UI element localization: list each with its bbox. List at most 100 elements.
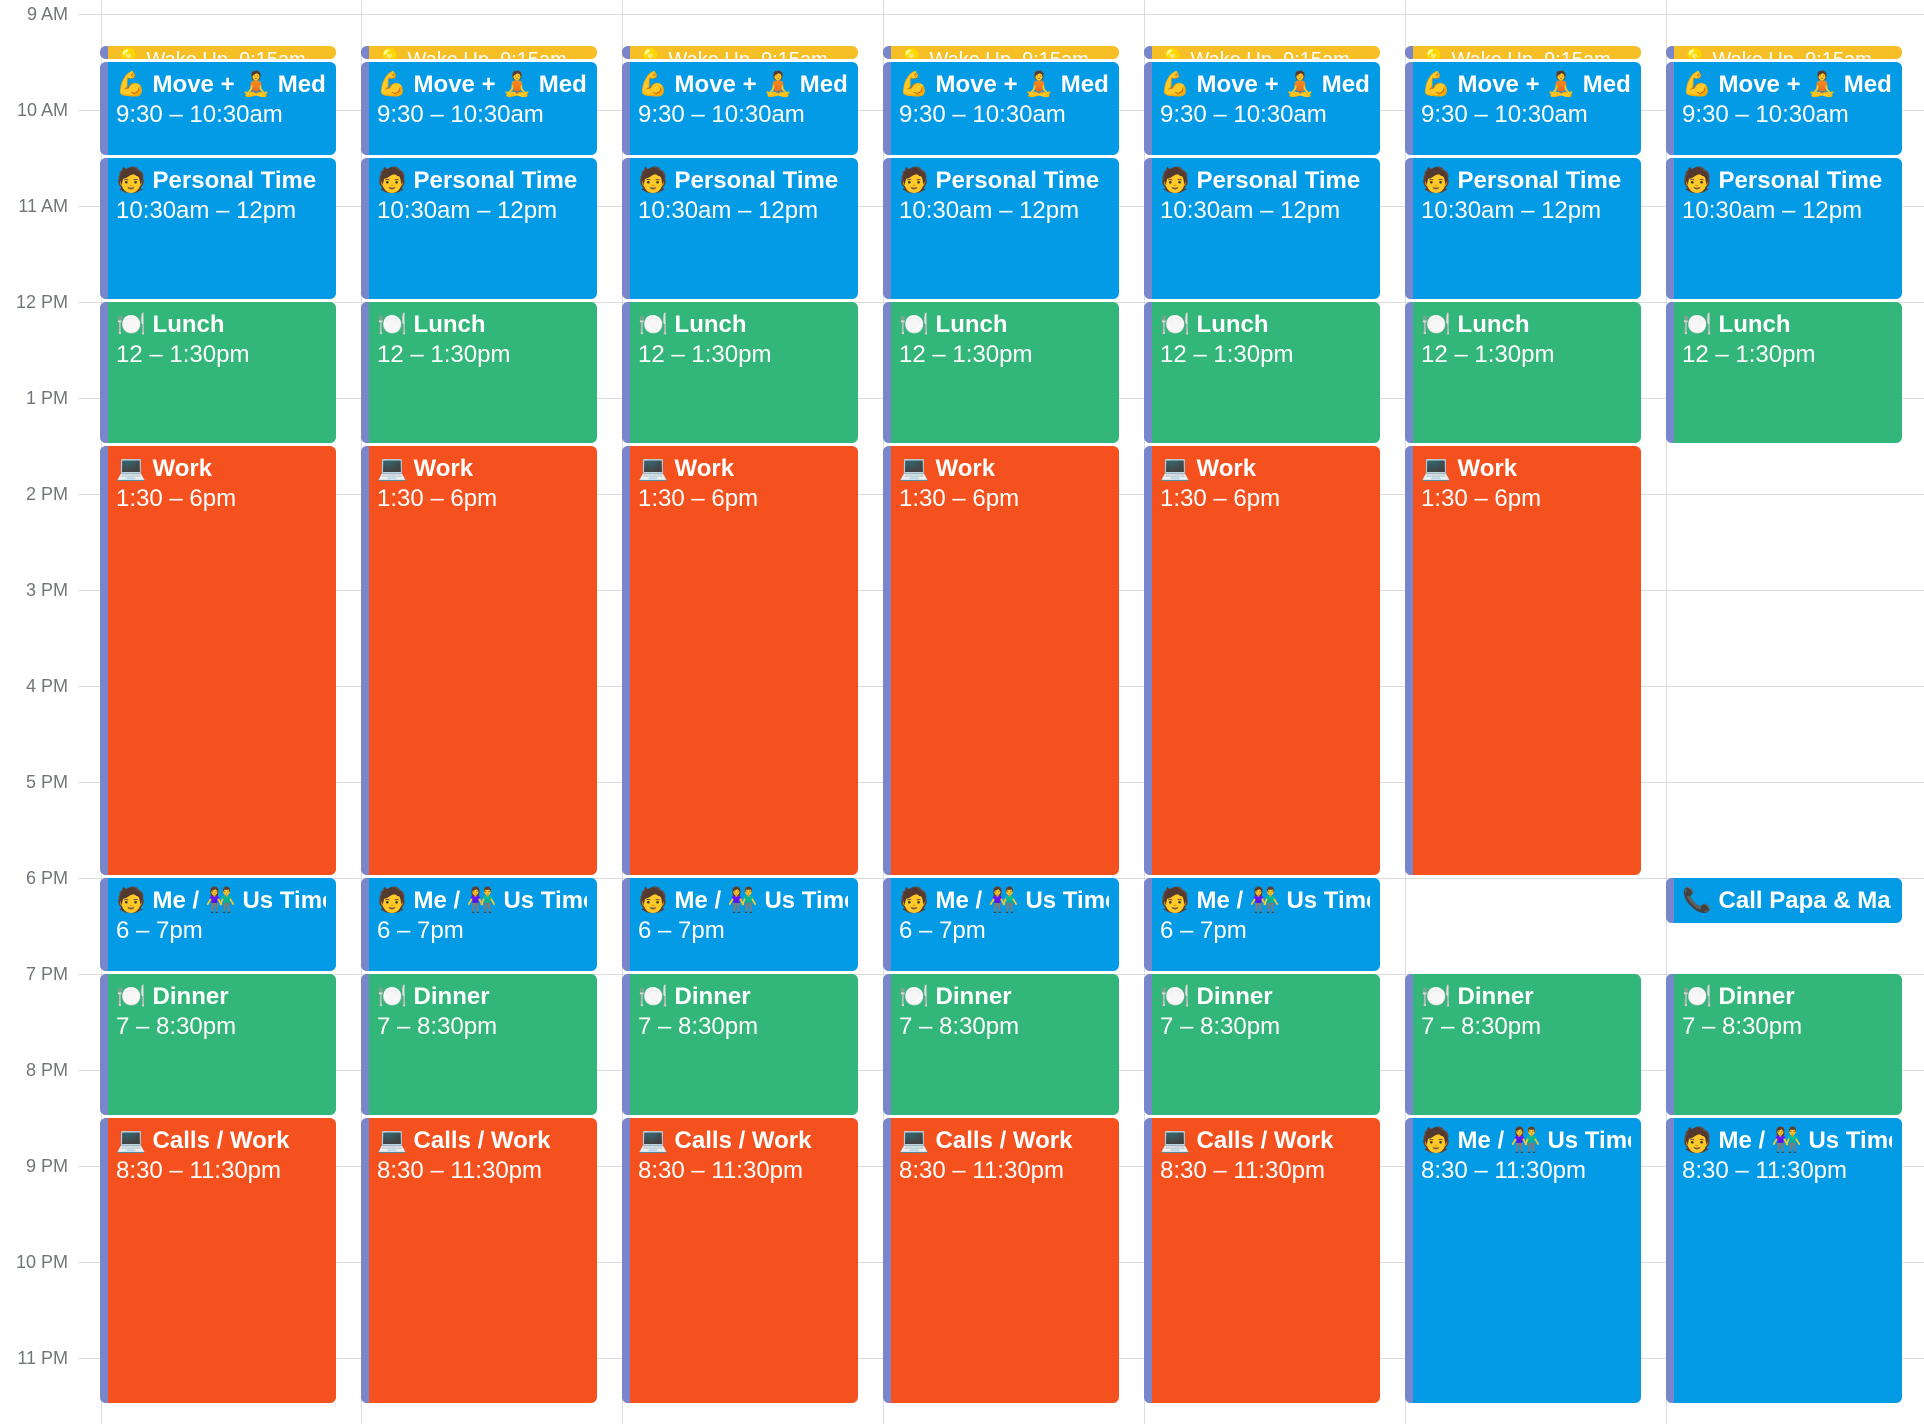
event-card[interactable]: 💻 Work 1:30 – 6pm	[622, 446, 858, 875]
event-card[interactable]: 🧑 Personal Time 10:30am – 12pm	[1405, 158, 1641, 299]
event-card[interactable]: 🧑 Me / 👫 Us Time 6 – 7pm	[1144, 878, 1380, 971]
event-time: 9:30 – 10:30am	[1160, 101, 1327, 128]
event-card[interactable]: 💻 Calls / Work 8:30 – 11:30pm	[622, 1118, 858, 1403]
event-title: 🍽️ Dinner	[377, 983, 490, 1010]
event-title: 💪 Move + 🧘 Meditate	[1160, 71, 1370, 98]
event-card[interactable]: 💡 Wake Up, 9:15am	[361, 46, 597, 59]
event-card[interactable]: 🍽️ Lunch 12 – 1:30pm	[100, 302, 336, 443]
event-card[interactable]: 🧑 Me / 👫 Us Time 6 – 7pm	[361, 878, 597, 971]
event-card[interactable]: 💡 Wake Up, 9:15am	[883, 46, 1119, 59]
event-card[interactable]: 🧑 Personal Time 10:30am – 12pm	[622, 158, 858, 299]
event-title: 💻 Work	[899, 455, 996, 482]
event-card[interactable]: 💻 Work 1:30 – 6pm	[361, 446, 597, 875]
event-card[interactable]: 🍽️ Dinner 7 – 8:30pm	[1666, 974, 1902, 1115]
event-card[interactable]: 🍽️ Lunch 12 – 1:30pm	[361, 302, 597, 443]
event-time: 8:30 – 11:30pm	[1682, 1157, 1848, 1184]
event-title: 🍽️ Lunch	[377, 311, 486, 338]
event-card[interactable]: 🧑 Personal Time 10:30am – 12pm	[100, 158, 336, 299]
event-time: , 9:15am	[750, 49, 828, 59]
event-title: 💻 Work	[1160, 455, 1257, 482]
event-card[interactable]: 🍽️ Lunch 12 – 1:30pm	[883, 302, 1119, 443]
event-card[interactable]: 💻 Work 1:30 – 6pm	[1405, 446, 1641, 875]
event-card[interactable]: 🍽️ Lunch 12 – 1:30pm	[1666, 302, 1902, 443]
event-card[interactable]: 💡 Wake Up, 9:15am	[1405, 46, 1641, 59]
event-card[interactable]: 💻 Work 1:30 – 6pm	[100, 446, 336, 875]
event-title: 🍽️ Dinner	[899, 983, 1012, 1010]
event-card[interactable]: 💻 Work 1:30 – 6pm	[883, 446, 1119, 875]
event-card[interactable]: 🧑 Personal Time 10:30am – 12pm	[883, 158, 1119, 299]
event-title: 💪 Move + 🧘 Meditate	[116, 71, 326, 98]
event-title: 🍽️ Lunch	[1421, 311, 1530, 338]
event-card[interactable]: 💻 Work 1:30 – 6pm	[1144, 446, 1380, 875]
event-card[interactable]: 💡 Wake Up, 9:15am	[622, 46, 858, 59]
event-card[interactable]: 💻 Calls / Work 8:30 – 11:30pm	[1144, 1118, 1380, 1403]
event-card[interactable]: 💪 Move + 🧘 Meditate 9:30 – 10:30am	[1144, 62, 1380, 155]
event-card[interactable]: 💪 Move + 🧘 Meditate 9:30 – 10:30am	[622, 62, 858, 155]
event-title: 💻 Work	[638, 455, 735, 482]
event-time: , 9:15am	[489, 49, 567, 59]
event-time: 1:30 – 6pm	[377, 485, 498, 512]
event-title: 💪 Move + 🧘 Meditate	[1421, 71, 1631, 98]
event-card[interactable]: 💡 Wake Up, 9:15am	[1666, 46, 1902, 59]
event-title: 💻 Calls / Work	[377, 1127, 551, 1154]
event-card[interactable]: 🍽️ Lunch 12 – 1:30pm	[622, 302, 858, 443]
event-card[interactable]: 💪 Move + 🧘 Meditate 9:30 – 10:30am	[100, 62, 336, 155]
day-column[interactable]: 💡 Wake Up, 9:15am 💪 Move + 🧘 Meditate 9:30…	[883, 0, 1119, 1424]
event-card[interactable]: 🧑 Me / 👫 Us Time 8:30 – 11:30pm	[1405, 1118, 1641, 1403]
event-card[interactable]: 🍽️ Lunch 12 – 1:30pm	[1144, 302, 1380, 443]
event-card[interactable]: 💪 Move + 🧘 Meditate 9:30 – 10:30am	[883, 62, 1119, 155]
event-card[interactable]: 🍽️ Dinner 7 – 8:30pm	[883, 974, 1119, 1115]
event-card[interactable]: 💻 Calls / Work 8:30 – 11:30pm	[361, 1118, 597, 1403]
event-card[interactable]: 💡 Wake Up, 9:15am	[100, 46, 336, 59]
event-title: 💪 Move + 🧘 Meditate	[638, 71, 848, 98]
event-time: 9:30 – 10:30am	[1421, 101, 1588, 128]
event-title: 🧑 Me / 👫 Us Time	[377, 887, 587, 914]
event-card[interactable]: 🍽️ Dinner 7 – 8:30pm	[1405, 974, 1641, 1115]
time-label: 4 PM	[25, 676, 68, 696]
event-card[interactable]: 🧑 Me / 👫 Us Time 6 – 7pm	[883, 878, 1119, 971]
day-column[interactable]: 💡 Wake Up, 9:15am 💪 Move + 🧘 Meditate 9:30…	[1666, 0, 1902, 1424]
event-card[interactable]: 💪 Move + 🧘 Meditate 9:30 – 10:30am	[1405, 62, 1641, 155]
time-label: 7 PM	[25, 964, 68, 984]
event-card[interactable]: 💻 Calls / Work 8:30 – 11:30pm	[883, 1118, 1119, 1403]
day-column-divider	[1666, 0, 1667, 1424]
event-time: 10:30am – 12pm	[1421, 197, 1602, 224]
event-card[interactable]: 🧑 Me / 👫 Us Time 6 – 7pm	[100, 878, 336, 971]
time-label: 11 PM	[17, 1348, 68, 1368]
event-card[interactable]: 📞 Call Papa & Mama	[1666, 878, 1902, 923]
event-time: , 9:15am	[1794, 49, 1872, 59]
event-time: 9:30 – 10:30am	[638, 101, 805, 128]
day-column[interactable]: 💡 Wake Up, 9:15am 💪 Move + 🧘 Meditate 9:30…	[361, 0, 597, 1424]
event-card[interactable]: 💪 Move + 🧘 Meditate 9:30 – 10:30am	[361, 62, 597, 155]
event-title: 🧑 Personal Time	[1160, 167, 1361, 194]
event-title: 🍽️ Lunch	[899, 311, 1008, 338]
event-card[interactable]: 🧑 Me / 👫 Us Time 8:30 – 11:30pm	[1666, 1118, 1902, 1403]
event-card[interactable]: 🧑 Personal Time 10:30am – 12pm	[361, 158, 597, 299]
event-card[interactable]: 🍽️ Lunch 12 – 1:30pm	[1405, 302, 1641, 443]
day-column[interactable]: 💡 Wake Up, 9:15am 💪 Move + 🧘 Meditate 9:30…	[1144, 0, 1380, 1424]
event-card[interactable]: 💡 Wake Up, 9:15am	[1144, 46, 1380, 59]
day-column[interactable]: 💡 Wake Up, 9:15am 💪 Move + 🧘 Meditate 9:30…	[100, 0, 336, 1424]
event-title: 💻 Calls / Work	[899, 1127, 1073, 1154]
event-title: 🧑 Personal Time	[638, 167, 839, 194]
day-column[interactable]: 💡 Wake Up, 9:15am 💪 Move + 🧘 Meditate 9:30…	[622, 0, 858, 1424]
event-card[interactable]: 🧑 Me / 👫 Us Time 6 – 7pm	[622, 878, 858, 971]
event-card[interactable]: 🧑 Personal Time 10:30am – 12pm	[1144, 158, 1380, 299]
event-card[interactable]: 🧑 Personal Time 10:30am – 12pm	[1666, 158, 1902, 299]
event-card[interactable]: 🍽️ Dinner 7 – 8:30pm	[361, 974, 597, 1115]
event-time: 10:30am – 12pm	[899, 197, 1080, 224]
event-card[interactable]: 💪 Move + 🧘 Meditate 9:30 – 10:30am	[1666, 62, 1902, 155]
event-title: 🧑 Personal Time	[377, 167, 578, 194]
event-card[interactable]: 🍽️ Dinner 7 – 8:30pm	[100, 974, 336, 1115]
event-card[interactable]: 💻 Calls / Work 8:30 – 11:30pm	[100, 1118, 336, 1403]
event-time: 6 – 7pm	[1160, 917, 1247, 944]
day-column[interactable]: 💡 Wake Up, 9:15am 💪 Move + 🧘 Meditate 9:30…	[1405, 0, 1641, 1424]
event-time: 6 – 7pm	[116, 917, 203, 944]
event-time: 12 – 1:30pm	[1421, 341, 1555, 368]
event-card[interactable]: 🍽️ Dinner 7 – 8:30pm	[1144, 974, 1380, 1115]
event-card[interactable]: 🍽️ Dinner 7 – 8:30pm	[622, 974, 858, 1115]
event-title: 📞 Call Papa & Mama	[1682, 887, 1892, 914]
time-label: 1 PM	[25, 388, 68, 408]
event-time: 7 – 8:30pm	[1421, 1013, 1542, 1040]
event-title: 🧑 Me / 👫 Us Time	[116, 887, 326, 914]
